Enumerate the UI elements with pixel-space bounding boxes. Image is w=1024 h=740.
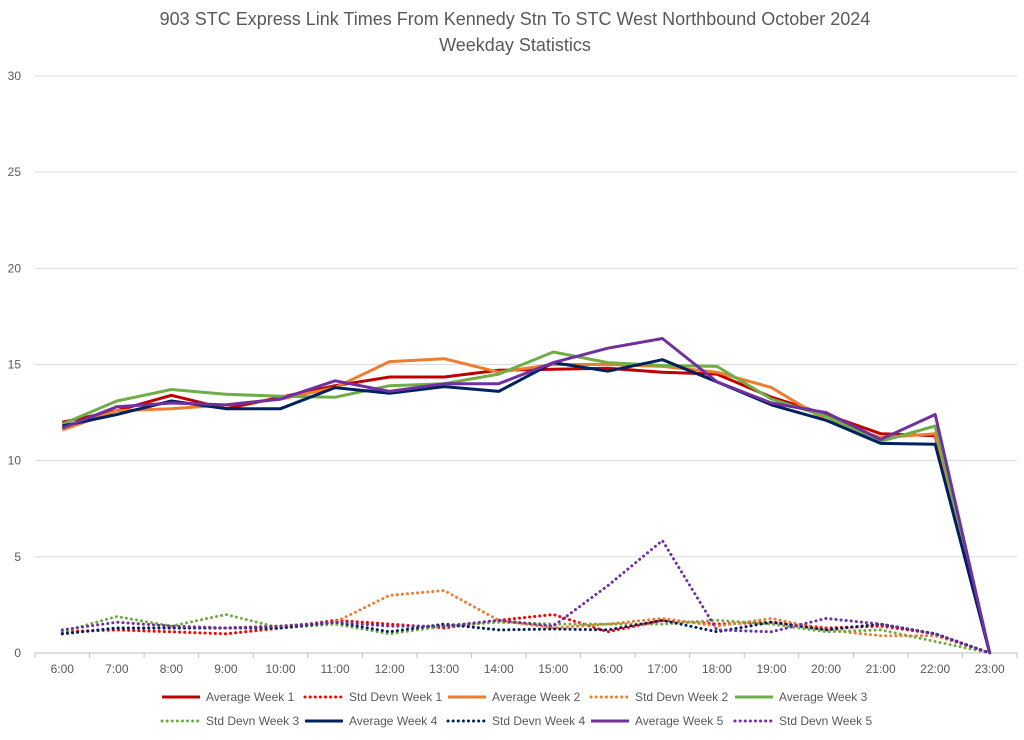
legend-label: Average Week 4: [349, 714, 438, 728]
x-tick-label: 10:00: [265, 662, 295, 676]
x-tick-label: 8:00: [160, 662, 184, 676]
plot-area: [60, 337, 992, 655]
x-tick-label: 23:00: [975, 662, 1005, 676]
gridlines: [35, 75, 1017, 654]
y-tick-label: 15: [8, 358, 22, 372]
y-tick-label: 5: [14, 550, 21, 564]
x-tick-label: 9:00: [214, 662, 238, 676]
legend-label: Average Week 2: [492, 690, 581, 704]
y-axis: 0 5 10 15 20 25 30: [8, 69, 22, 660]
legend-label: Average Week 3: [779, 690, 868, 704]
y-tick-label: 25: [8, 165, 22, 179]
legend-label: Std Devn Week 4: [492, 714, 585, 728]
legend: Average Week 1 Std Devn Week 1 Average Wee…: [160, 690, 872, 728]
x-tick-label: 22:00: [920, 662, 950, 676]
x-tick-label: 7:00: [105, 662, 129, 676]
x-tick-label: 6:00: [51, 662, 75, 676]
x-tick-label: 20:00: [811, 662, 841, 676]
x-tick-label: 11:00: [320, 662, 349, 676]
chart-subtitle: Weekday Statistics: [439, 35, 591, 55]
series-line-std-devn-week-3: [60, 613, 992, 655]
x-tick-label: 17:00: [647, 662, 677, 676]
series-line-average-week-5: [61, 337, 992, 654]
series-line-std-devn-week-1: [60, 613, 992, 655]
x-tick-label: 16:00: [593, 662, 623, 676]
legend-label: Average Week 1: [206, 690, 295, 704]
chart-title: 903 STC Express Link Times From Kennedy …: [160, 9, 871, 29]
x-axis: 6:00 7:00 8:00 9:00 10:00 11:00 12:00 13:00 14:0…: [34, 653, 1018, 676]
y-tick-label: 10: [8, 454, 22, 468]
series-line-average-week-1: [61, 366, 992, 654]
y-tick-label: 20: [8, 261, 22, 275]
x-tick-label: 19:00: [756, 662, 786, 676]
legend-label: Std Devn Week 3: [206, 714, 299, 728]
x-tick-label: 13:00: [429, 662, 459, 676]
y-tick-label: 0: [14, 646, 21, 660]
x-tick-label: 18:00: [702, 662, 732, 676]
series-line-std-devn-week-5: [60, 539, 992, 655]
series-line-average-week-3: [61, 350, 992, 654]
legend-label: Std Devn Week 5: [779, 714, 872, 728]
x-tick-label: 12:00: [375, 662, 405, 676]
legend-label: Std Devn Week 1: [349, 690, 442, 704]
y-tick-label: 30: [8, 69, 22, 83]
x-tick-label: 21:00: [866, 662, 896, 676]
legend-label: Average Week 5: [635, 714, 724, 728]
series-line-average-week-4: [61, 358, 992, 654]
x-tick-label: 14:00: [484, 662, 514, 676]
x-tick-label: 15:00: [538, 662, 568, 676]
legend-label: Std Devn Week 2: [635, 690, 728, 704]
